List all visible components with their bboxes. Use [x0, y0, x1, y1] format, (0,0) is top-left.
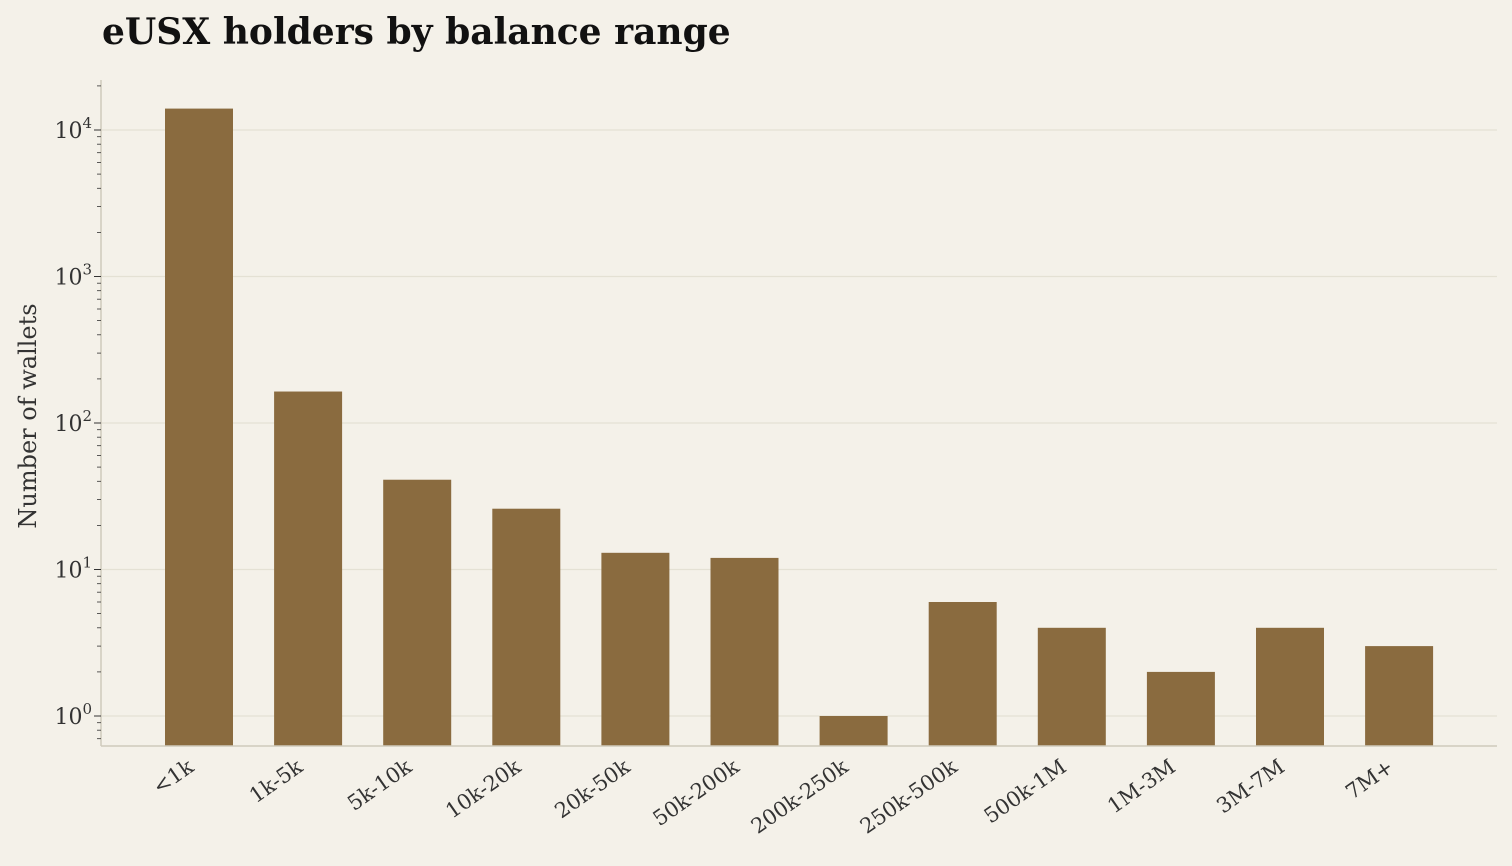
bar-4: [601, 552, 670, 746]
y-tick-exp-0: 0: [82, 700, 92, 718]
bar-6: [819, 716, 888, 746]
bar-2: [383, 479, 452, 746]
y-tick-exp-2: 2: [82, 407, 92, 425]
x-tick-label-8: 500k-1M: [980, 754, 1071, 828]
y-tick-exp-1: 1: [82, 554, 92, 572]
bar-0: [165, 108, 233, 747]
axes: [100, 80, 1497, 747]
bar-11: [1365, 646, 1434, 746]
x-tick-label-1: 1k-5k: [245, 754, 307, 808]
y-tick-base-0: 10: [54, 705, 82, 730]
y-tick-base-4: 10: [54, 119, 82, 144]
y-tick-base-3: 10: [54, 266, 82, 291]
x-tick-label-5: 50k-200k: [649, 754, 744, 831]
bars: [165, 108, 1434, 747]
bar-5: [710, 557, 779, 746]
y-tick-exp-4: 4: [82, 114, 92, 132]
y-axis-label: Number of wallets: [14, 303, 42, 528]
x-tick-label-11: 7M+: [1341, 754, 1398, 804]
x-tick-label-0: <1k: [148, 754, 198, 799]
x-tick-label-4: 20k-50k: [550, 754, 634, 823]
y-tick-label-3: 103: [54, 261, 92, 291]
y-tick-label-4: 104: [54, 114, 92, 144]
bar-8: [1037, 627, 1106, 746]
y-tick-exp-3: 3: [82, 261, 92, 279]
y-tick-label-2: 102: [54, 407, 92, 437]
y-tick-label-1: 101: [54, 554, 92, 584]
bar-1: [274, 391, 343, 746]
bar-3: [492, 508, 561, 746]
x-tick-label-7: 250k-500k: [856, 754, 962, 838]
y-tick-label-0: 100: [54, 700, 92, 730]
y-tick-base-2: 10: [54, 412, 82, 437]
x-tick-label-2: 5k-10k: [343, 754, 416, 815]
x-tick-label-6: 200k-250k: [747, 754, 853, 838]
x-tick-label-10: 3M-7M: [1212, 754, 1289, 818]
x-tick-label-9: 1M-3M: [1103, 754, 1180, 818]
x-ticks: <1k 1k-5k 5k-10k 10k-20k 20k-50k 50k-200k 200k…: [148, 754, 1398, 838]
x-tick-label-3: 10k-20k: [441, 754, 525, 823]
bar-7: [928, 602, 997, 746]
bar-9: [1146, 671, 1215, 746]
bar-10: [1256, 627, 1324, 746]
y-tick-base-1: 10: [54, 559, 82, 584]
chart-title: eUSX holders by balance range: [102, 11, 731, 53]
